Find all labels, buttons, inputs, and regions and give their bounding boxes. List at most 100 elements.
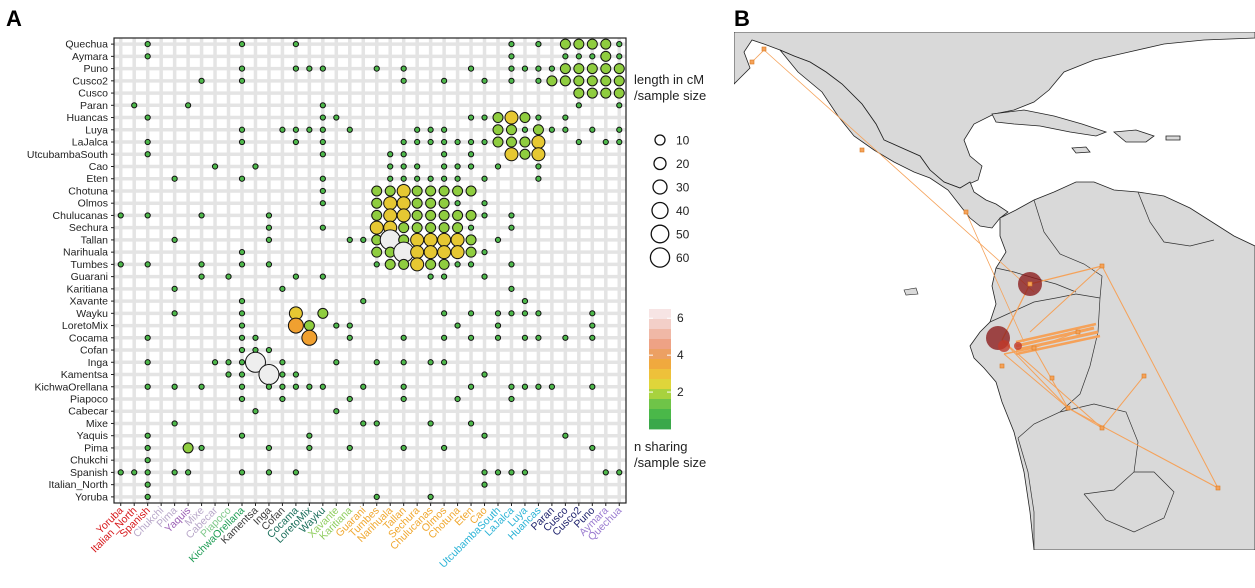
pop-marker [859,147,865,153]
bubble-mark [465,185,477,197]
bubble-mark [467,138,475,146]
bubble-mark [467,261,475,268]
bubble-mark [384,258,396,270]
bubble-mark [589,334,596,341]
bubble-mark [441,310,448,317]
sharing-line [1001,339,1069,409]
y-tick-label: UtcubambaSouth [27,149,108,161]
sharing-line [1015,334,1101,356]
bubble-mark [467,334,475,341]
y-tick-label: Paran [80,100,108,112]
bubble-mark [441,334,448,341]
y-tick-label: Spanish [70,467,108,479]
bubble-mark [575,138,582,146]
bubble-mark [238,359,246,366]
size-legend-label: 40 [676,204,690,218]
bubble-mark [292,126,299,133]
bubble-mark [535,114,542,121]
bubble-mark [279,371,286,378]
bubble-mark [387,163,394,170]
bubble-mark [400,175,407,182]
bubble-mark [508,53,515,60]
bubble-mark [411,197,423,209]
bubble-mark [144,469,151,476]
map-central-america [779,49,1009,229]
sharing-line [1101,375,1145,429]
y-tick-label: Wayku [76,308,108,320]
bubble-mark [373,493,380,500]
y-tick-label: Cusco [78,88,108,100]
size-legend-label: 30 [676,181,690,195]
bubble-mark [384,185,396,197]
sharing-line [763,49,1035,293]
bubble-mark [613,63,625,75]
bubble-mark [573,87,585,99]
bubble-mark [467,310,475,317]
bubble-mark [346,322,353,329]
bubble-mark [238,371,246,378]
bubble-mark [383,196,398,211]
color-legend-segment [649,349,671,360]
bubble-mark [586,75,598,87]
size-legend-label: 60 [676,251,690,265]
bubble-mark [465,234,477,246]
color-legend-segment [649,409,671,420]
bubble-mark [387,175,394,182]
bubble-mark [346,395,353,403]
bubble-mark [279,383,286,390]
sharing-line [1029,265,1103,333]
pop-marker [1099,263,1105,269]
bubble-mark [319,114,326,121]
bubble-mark [589,310,596,317]
bubble-mark [411,185,423,197]
bubble-mark [573,38,585,50]
bubble-mark [144,481,151,488]
bubble-mark [454,322,461,329]
y-tick-label: Cocama [69,332,108,344]
bubble-mark [481,481,488,488]
bubble-mark [562,114,569,121]
bubble-mark [600,87,612,99]
bubble-mark [238,346,246,354]
bubble-mark [238,77,246,84]
y-tick-label: LaJalca [72,137,108,149]
y-tick-label: Italian_North [48,479,108,491]
bubble-mark [396,208,411,223]
sharing-line [1003,353,1069,409]
bubble-mark [427,420,434,427]
bubble-mark [346,444,353,452]
bubble-mark [198,261,205,268]
bubble-mark [333,322,340,329]
bubble-mark [441,138,448,146]
bubble-mark [292,41,299,48]
bubble-mark [292,383,299,390]
bubble-mark [144,261,151,268]
bubble-mark [600,63,612,75]
bubble-mark [437,245,452,260]
y-tick-label: LoretoMix [62,320,109,332]
bubble-mark [425,185,437,197]
bubble-mark [265,224,273,231]
size-legend-circle [651,201,669,220]
border-peru-north [989,293,1101,323]
pop-marker [963,209,969,215]
bubble-mark [144,53,151,60]
bubble-mark [238,334,246,341]
pop-marker [749,59,755,65]
pop-marker [1141,373,1147,379]
bubble-mark [400,138,407,146]
bubble-mark [396,196,411,211]
bubble-mark [292,371,299,378]
bubble-mark [400,65,407,72]
color-legend-segment [649,329,671,340]
bubble-mark [144,359,151,366]
bubble-mark [265,383,273,390]
bubble-mark [171,469,178,476]
panel-a-letter: A [6,6,22,31]
y-tick-label: Kamentsa [61,369,108,381]
map-borders [989,191,1215,550]
bubble-mark [616,53,623,60]
bubble-mark [198,77,205,84]
bubble-mark [492,136,504,148]
bubble-mark [171,285,178,292]
